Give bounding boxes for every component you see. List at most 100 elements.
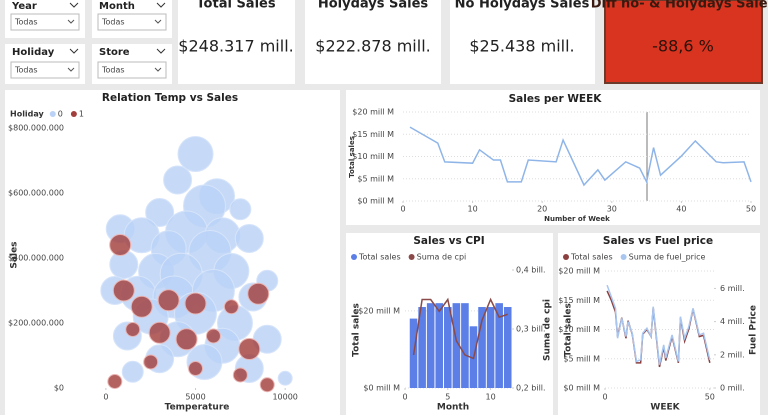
bubble xyxy=(143,354,159,370)
bubble xyxy=(205,328,221,344)
y-tick-label: $20 mill M xyxy=(358,306,400,315)
dropdown[interactable] xyxy=(97,13,167,31)
slicers: Year Todas Month Todas Holiday Todas Sto… xyxy=(5,0,172,84)
bar xyxy=(435,303,444,388)
chevron xyxy=(69,2,79,8)
x-tick-label: 10000 xyxy=(272,393,297,402)
bubble xyxy=(130,295,153,318)
bubble xyxy=(234,224,264,253)
y2-tick-label: 0,3 bill. xyxy=(516,325,546,334)
legend-label: 0 xyxy=(58,110,63,119)
y-tick-label: $0 xyxy=(54,384,64,393)
card xyxy=(604,0,763,84)
legend-label: Suma de fuel_price xyxy=(629,253,706,262)
bar xyxy=(486,307,495,388)
card-value: $222.878 mill. xyxy=(315,37,430,56)
bar xyxy=(495,303,503,388)
slicer-label: Store xyxy=(99,47,130,58)
bubble xyxy=(148,321,171,344)
y-tick-label: $200.000.000 xyxy=(8,319,64,328)
y2-tick-label: 0,4 bill. xyxy=(516,266,546,275)
bubble xyxy=(247,282,270,305)
bubble xyxy=(184,292,207,315)
x-tick-label: 0 xyxy=(402,393,407,402)
y2-tick-label: 0,2 bill. xyxy=(516,384,546,393)
dropdown[interactable] xyxy=(10,61,80,79)
legend-swatch xyxy=(563,254,569,260)
legend-swatch xyxy=(620,254,627,260)
card-title: Total Sales xyxy=(196,0,275,12)
y-tick-label: $20 mill M xyxy=(558,267,600,276)
chart-title: Relation Temp vs Sales xyxy=(102,92,238,104)
y2-axis-label: Fuel Price xyxy=(749,305,759,355)
card-title: Holydays Sales xyxy=(318,0,429,12)
x-tick-label: 0 xyxy=(602,393,607,402)
slicer-label: Holiday xyxy=(12,47,55,58)
card xyxy=(450,0,595,84)
x-tick-label: 50 xyxy=(705,393,715,402)
slicer-label: Year xyxy=(11,1,37,12)
bubble xyxy=(125,322,141,337)
chevron xyxy=(154,19,162,24)
x-axis-label: Month xyxy=(437,403,469,413)
x-tick-label: 5000 xyxy=(185,393,205,402)
dropdown[interactable] xyxy=(97,61,167,79)
x-tick-label: 0 xyxy=(103,393,108,402)
y-axis-label: Total sales xyxy=(352,303,362,357)
bubble xyxy=(229,198,252,221)
bubble xyxy=(188,361,204,376)
y-tick-label: $5 mill M xyxy=(563,354,600,363)
x-tick-label: 20 xyxy=(537,205,547,214)
legend-label: Total sales xyxy=(570,253,613,262)
dropdown[interactable] xyxy=(10,13,80,31)
card-title: No Holydays Sales xyxy=(455,0,590,12)
bubble xyxy=(163,165,193,195)
card-value: $248.317 mill. xyxy=(178,37,293,56)
y-tick-label: $5 mill M xyxy=(357,174,394,183)
y-tick-label: $800.000.000 xyxy=(8,124,64,133)
bar xyxy=(418,307,426,388)
slicer-value: Todas xyxy=(101,18,125,27)
x-tick-label: 30 xyxy=(607,205,617,214)
chart-panel xyxy=(346,90,760,225)
bubble xyxy=(157,289,180,312)
bubble xyxy=(223,299,239,315)
y-tick-label: $15 mill M xyxy=(558,296,600,305)
y-tick-label: $0 mill M xyxy=(563,384,600,393)
chevron xyxy=(156,2,166,8)
legend-label: 1 xyxy=(79,110,84,119)
card-title: Diff no- & Holydays Sales xyxy=(591,0,768,12)
x-axis-label: WEEK xyxy=(650,403,680,413)
chevron xyxy=(67,19,75,24)
y-axis-label: Total sales xyxy=(348,136,356,178)
legend-label: Total sales xyxy=(358,253,401,262)
chevron xyxy=(156,48,166,54)
y-tick-label: $10 mill M xyxy=(558,325,600,334)
y-tick-label: $400.000.000 xyxy=(8,254,64,263)
legend-label: Suma de cpi xyxy=(417,253,467,262)
bubble xyxy=(177,136,214,172)
legend-swatch xyxy=(351,254,357,260)
slicer-label: Month xyxy=(99,1,135,12)
y-tick-label: $15 mill M xyxy=(352,130,394,139)
bubble xyxy=(112,279,135,302)
legend-swatch xyxy=(70,111,77,117)
y2-tick-label: 4 mill. xyxy=(720,317,745,326)
y-tick-label: $0 mill M xyxy=(357,197,394,206)
bar xyxy=(461,303,469,388)
y-axis-label: Sales xyxy=(10,241,20,268)
bubble xyxy=(145,198,175,227)
bar xyxy=(426,303,435,388)
y-tick-label: $600.000.000 xyxy=(8,189,64,198)
cards: Total Sales $248.317 mill. Holydays Sale… xyxy=(178,0,768,84)
card xyxy=(305,0,441,84)
x-axis-label: Number of Week xyxy=(544,215,610,223)
bar xyxy=(503,307,512,388)
legend-swatch xyxy=(49,111,56,117)
card-value: -88,6 % xyxy=(652,37,714,56)
bubble xyxy=(109,234,132,256)
chart-title: Sales vs CPI xyxy=(413,235,484,247)
chart-title: Sales vs Fuel price xyxy=(603,235,713,247)
x-tick-label: 40 xyxy=(676,205,686,214)
